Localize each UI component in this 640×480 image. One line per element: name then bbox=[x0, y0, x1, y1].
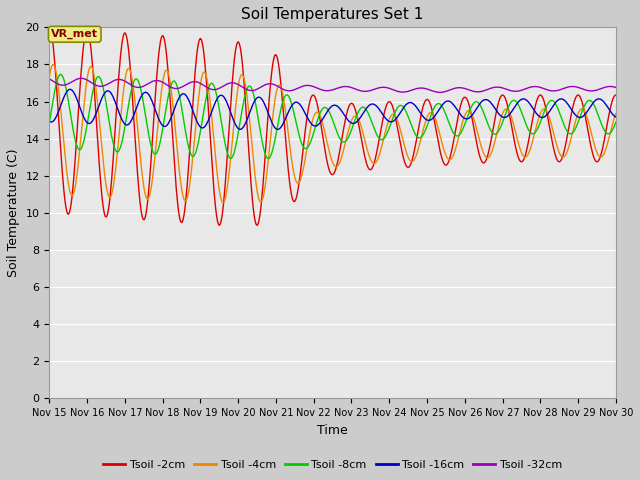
Legend: Tsoil -2cm, Tsoil -4cm, Tsoil -8cm, Tsoil -16cm, Tsoil -32cm: Tsoil -2cm, Tsoil -4cm, Tsoil -8cm, Tsoi… bbox=[99, 456, 566, 475]
X-axis label: Time: Time bbox=[317, 424, 348, 437]
Title: Soil Temperatures Set 1: Soil Temperatures Set 1 bbox=[241, 7, 424, 22]
Text: VR_met: VR_met bbox=[51, 29, 98, 39]
Y-axis label: Soil Temperature (C): Soil Temperature (C) bbox=[7, 149, 20, 277]
